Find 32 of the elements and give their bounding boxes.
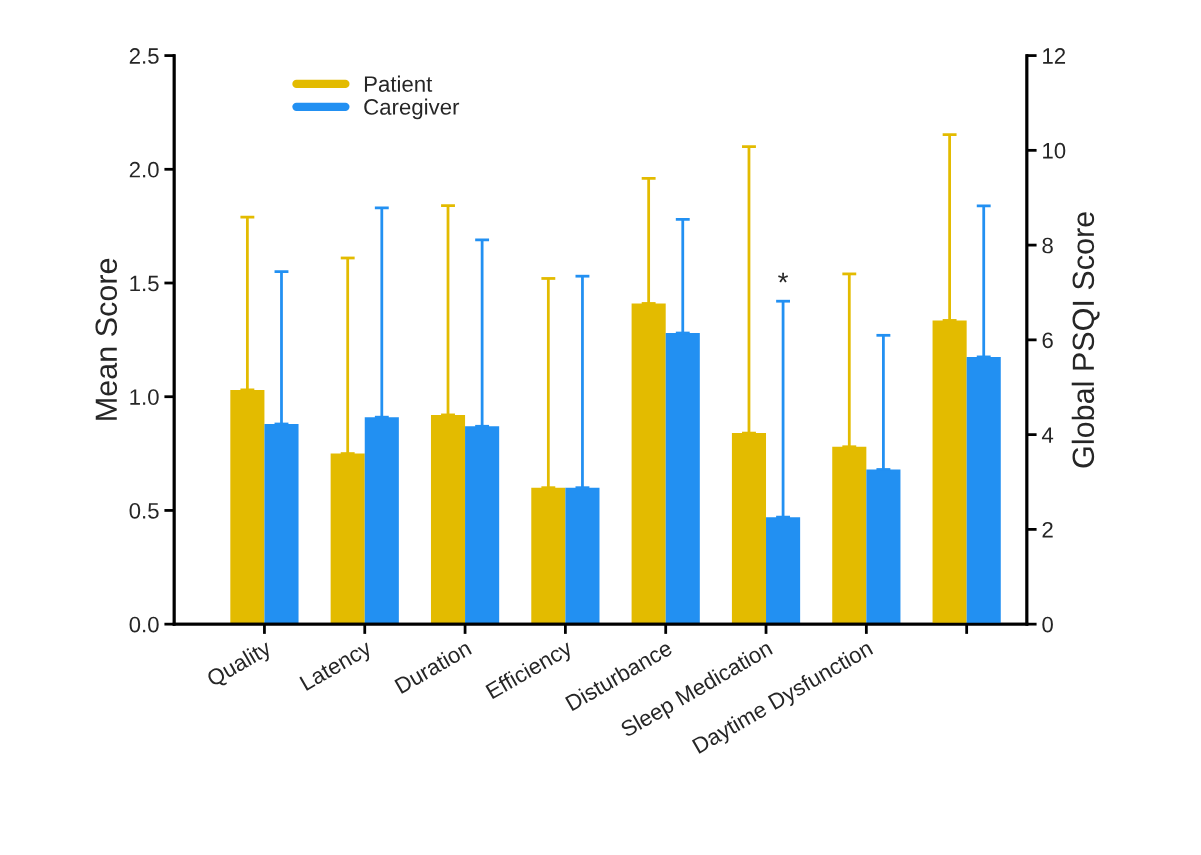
bar [866,469,901,625]
bar [330,453,365,625]
bar [766,517,801,625]
y2-tick-label: 10 [1043,142,1066,159]
y2-tick-label: 12 [1043,48,1066,64]
bar [264,424,299,625]
y-tick-label: 1.0 [130,389,159,405]
annotation: * [778,272,789,283]
y2-axis-title: Global PSQI Score [1071,212,1100,468]
y2-tick-label: 2 [1042,521,1053,538]
y2-tick-label: 4 [1041,427,1054,443]
bar [832,446,867,625]
bar [531,487,566,625]
bar [465,426,500,625]
legend-label: Patient [364,75,433,92]
legend-label: Caregiver [364,98,460,120]
y2-tick-label: 8 [1042,237,1053,254]
bar [364,417,399,625]
y2-tick-label: 6 [1042,332,1053,349]
bar [731,433,767,625]
y-tick-label: 2.5 [129,48,159,64]
y2-tick-label: 0 [1042,616,1053,633]
bar [230,389,265,625]
y-tick-label: 0.5 [129,502,159,519]
y-axis-title: Mean Score [95,258,118,420]
bar [665,333,700,625]
y-tick-label: 1.5 [130,275,159,292]
bar [430,414,466,625]
y-tick-label: 2.0 [129,161,159,178]
bar [565,487,600,625]
y-tick-label: 0.0 [129,616,159,633]
bar [631,303,666,625]
